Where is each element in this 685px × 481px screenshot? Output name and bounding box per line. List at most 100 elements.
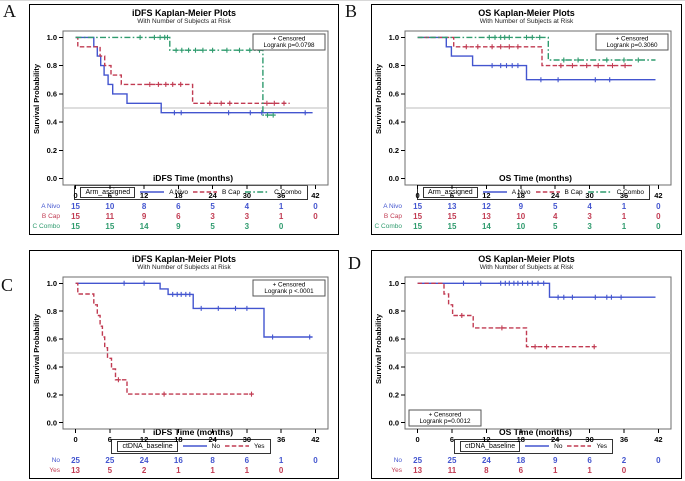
- risk-count: 9: [518, 202, 524, 211]
- x-tick-label: 36: [277, 191, 285, 200]
- plot-area: 0.0 0.2 0.4 0.6 0.8 1.0 0 6 12 18 24 30 36 42 + Censor…: [43, 272, 338, 444]
- x-tick-label: 42: [654, 435, 662, 444]
- risk-count: 1: [278, 456, 284, 465]
- plot-row: Survival Probability 0.0 0.2 0.4 0.6 0.8 1.0 0…: [30, 272, 338, 444]
- legend-box: ctDNA_baseline No Yes: [111, 438, 271, 454]
- legend-title: Arm_assigned: [80, 186, 136, 198]
- legend-box: Arm_assigned A Nivo B Cap C Combo: [416, 184, 651, 200]
- x-tick-label: 42: [311, 435, 319, 444]
- risk-count: 4: [244, 202, 250, 211]
- legend-entry-label: No: [554, 442, 563, 450]
- x-tick-label: 6: [108, 191, 112, 200]
- risk-row: A Nivo 15 10 8 6 5 4 1 0: [30, 202, 338, 212]
- panel-C: C iDFS Kaplan-Meier Plots With Number of…: [0, 241, 342, 481]
- censored-note-box: [595, 33, 669, 51]
- x-tick-label: 30: [585, 435, 593, 444]
- legend-line-sample: [525, 445, 550, 447]
- risk-count: 15: [447, 222, 457, 231]
- x-tick-label: 42: [311, 191, 319, 200]
- legend-entry-label: A Nivo: [169, 188, 188, 196]
- risk-count: 3: [587, 212, 592, 221]
- y-tick-label: 0.8: [47, 61, 57, 70]
- risk-count: 5: [552, 202, 558, 211]
- legend-entry-label: B Cap: [222, 188, 241, 196]
- risk-count: 16: [173, 456, 183, 465]
- censor-marks-a-nivo: [489, 63, 613, 83]
- x-tick-label: 0: [416, 435, 420, 444]
- risk-count: 10: [105, 202, 115, 211]
- series-c-combo: [75, 36, 276, 116]
- censor-marks-yes: [459, 313, 597, 350]
- censored-note-line2: Logrank p=0.0798: [264, 42, 315, 49]
- risk-count: 3: [210, 212, 215, 221]
- risk-table: No 25 25 24 18 9 6 2 0 Yes 13 11 8 6 1 1 0: [372, 454, 681, 478]
- panel-A: A iDFS Kaplan-Meier Plots With Number of…: [0, 1, 342, 241]
- legend-line-sample: [482, 191, 507, 193]
- risk-row: Yes 13 5 2 1 1 1 0: [30, 466, 338, 476]
- panel-box: OS Kaplan-Meier Plots With Number of Sub…: [371, 250, 682, 479]
- y-tick-label: 0.2: [47, 390, 57, 399]
- legend-title: ctDNA_baseline: [117, 440, 178, 452]
- legend-line-sample: [193, 191, 217, 193]
- risk-count: 3: [587, 222, 592, 231]
- risk-count: 8: [141, 202, 147, 211]
- y-tick-label: 0.2: [389, 146, 399, 155]
- km-plot-canvas: 0.0 0.2 0.4 0.6 0.8 1.0 0 6 12 18 24 30 36 42 + Censor…: [47, 276, 329, 444]
- risk-count: 9: [552, 456, 558, 465]
- risk-count: 6: [176, 202, 181, 211]
- x-tick-label: 12: [482, 191, 490, 200]
- risk-count: 6: [518, 466, 524, 475]
- panel-B: B OS Kaplan-Meier Plots With Number of S…: [342, 1, 685, 241]
- plot-row: Survival Probability 0.0 0.2 0.4 0.6 0.8 1.0 0…: [372, 272, 681, 444]
- risk-table: A Nivo 15 10 8 6 5 4 1 0 B Cap 15 11 9 6 3 3 1 0 C Combo 15…: [30, 200, 338, 234]
- y-tick-label: 0.2: [47, 146, 57, 155]
- y-axis-label: Survival Probability: [374, 313, 383, 385]
- risk-count: 6: [244, 456, 250, 465]
- censor-marks-c-combo: [137, 34, 276, 118]
- risk-count: 15: [71, 212, 81, 221]
- x-tick-label: 0: [73, 435, 77, 444]
- risk-row: C Combo 15 15 14 10 5 3 1 0: [372, 222, 681, 232]
- x-tick-label: 36: [620, 435, 628, 444]
- y-tick-label: 0.4: [47, 363, 58, 372]
- y-tick-label: 0.4: [389, 118, 400, 127]
- risk-count: 9: [141, 212, 147, 221]
- risk-row-label: B Cap: [383, 213, 402, 220]
- y-tick-label: 0.6: [47, 89, 57, 98]
- risk-count: 15: [71, 202, 81, 211]
- legend-title: ctDNA_baseline: [459, 440, 521, 452]
- x-tick-label: 30: [585, 191, 593, 200]
- censored-note-box: [408, 409, 482, 427]
- legend: Arm_assigned A Nivo B Cap C Combo: [372, 184, 681, 200]
- censored-note-line1: + Censored: [273, 36, 306, 43]
- risk-count: 15: [447, 212, 457, 221]
- risk-row-label: A Nivo: [383, 203, 402, 210]
- risk-count: 25: [105, 456, 115, 465]
- y-tick-label: 0.0: [389, 418, 399, 427]
- risk-count: 6: [587, 456, 592, 465]
- x-tick-label: 30: [243, 191, 251, 200]
- x-tick-label: 30: [243, 435, 251, 444]
- panel-box: iDFS Kaplan-Meier Plots With Number of S…: [29, 4, 339, 235]
- x-tick-label: 24: [208, 435, 217, 444]
- y-tick-label: 0.0: [389, 174, 399, 183]
- x-tick-label: 18: [174, 191, 182, 200]
- legend-line-sample: [587, 191, 612, 193]
- legend: ctDNA_baseline No Yes: [30, 438, 338, 454]
- panel-D: D OS Kaplan-Meier Plots With Number of S…: [342, 241, 685, 481]
- km-plot-canvas: 0.0 0.2 0.4 0.6 0.8 1.0 0 6 12 18 24 30 36 42 + Censor…: [389, 276, 672, 444]
- risk-count: 10: [516, 222, 526, 231]
- risk-count: 13: [413, 466, 423, 475]
- risk-count: 1: [278, 202, 284, 211]
- y-tick-label: 0.2: [389, 390, 399, 399]
- legend-entry-label: C Combo: [274, 188, 302, 196]
- censored-note-line1: + Censored: [273, 282, 306, 289]
- censored-note-box: [252, 279, 326, 297]
- y-tick-label: 0.6: [47, 335, 57, 344]
- km-plot-canvas: 0.0 0.2 0.4 0.6 0.8 1.0 0 6 12 18 24 30 36 42 + Censor…: [47, 30, 329, 200]
- panel-letter: D: [348, 253, 361, 273]
- risk-count: 0: [656, 222, 661, 231]
- risk-count: 5: [210, 202, 215, 211]
- risk-count: 4: [552, 212, 558, 221]
- risk-count: 1: [621, 202, 627, 211]
